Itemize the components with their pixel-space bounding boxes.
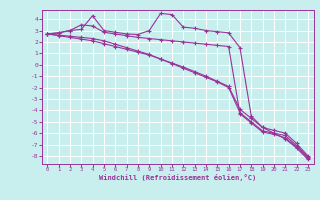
X-axis label: Windchill (Refroidissement éolien,°C): Windchill (Refroidissement éolien,°C) bbox=[99, 174, 256, 181]
